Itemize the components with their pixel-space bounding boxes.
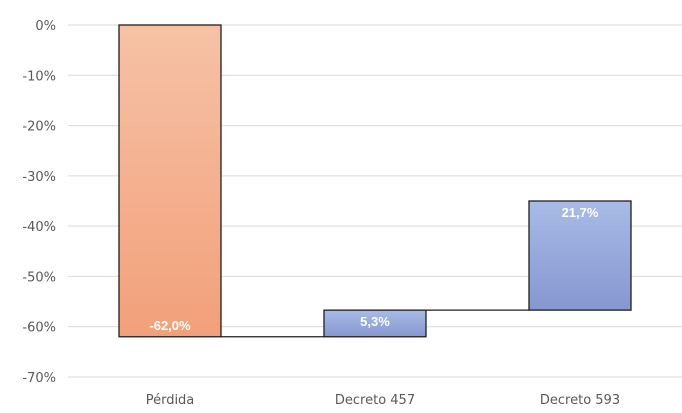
data-label: -62,0% — [149, 318, 191, 333]
bar-decreto-457 — [323, 309, 427, 338]
y-tick-label: -10% — [22, 69, 56, 84]
x-category-label: Pérdida — [146, 393, 195, 408]
x-category-label: Decreto 457 — [335, 393, 415, 408]
data-label: 21,7% — [562, 205, 599, 220]
data-label: 5,3% — [360, 314, 390, 329]
connectors — [221, 309, 529, 338]
y-tick-label: -50% — [22, 270, 56, 285]
data-labels: -62,0% 5,3% 21,7% — [149, 205, 598, 333]
y-tick-label: -30% — [22, 170, 56, 185]
y-axis-ticks: 0% -10% -20% -30% -40% -50% -60% -70% — [22, 19, 56, 386]
y-tick-label: -70% — [22, 371, 56, 386]
y-tick-label: -20% — [22, 120, 56, 135]
x-axis-categories: Pérdida Decreto 457 Decreto 593 — [146, 393, 620, 408]
y-tick-label: 0% — [35, 19, 56, 34]
bars — [118, 24, 632, 338]
x-category-label: Decreto 593 — [540, 393, 620, 408]
y-tick-label: -60% — [22, 321, 56, 336]
y-tick-label: -40% — [22, 220, 56, 235]
bar-decreto-593 — [528, 200, 632, 311]
bar-pérdida — [118, 24, 222, 338]
